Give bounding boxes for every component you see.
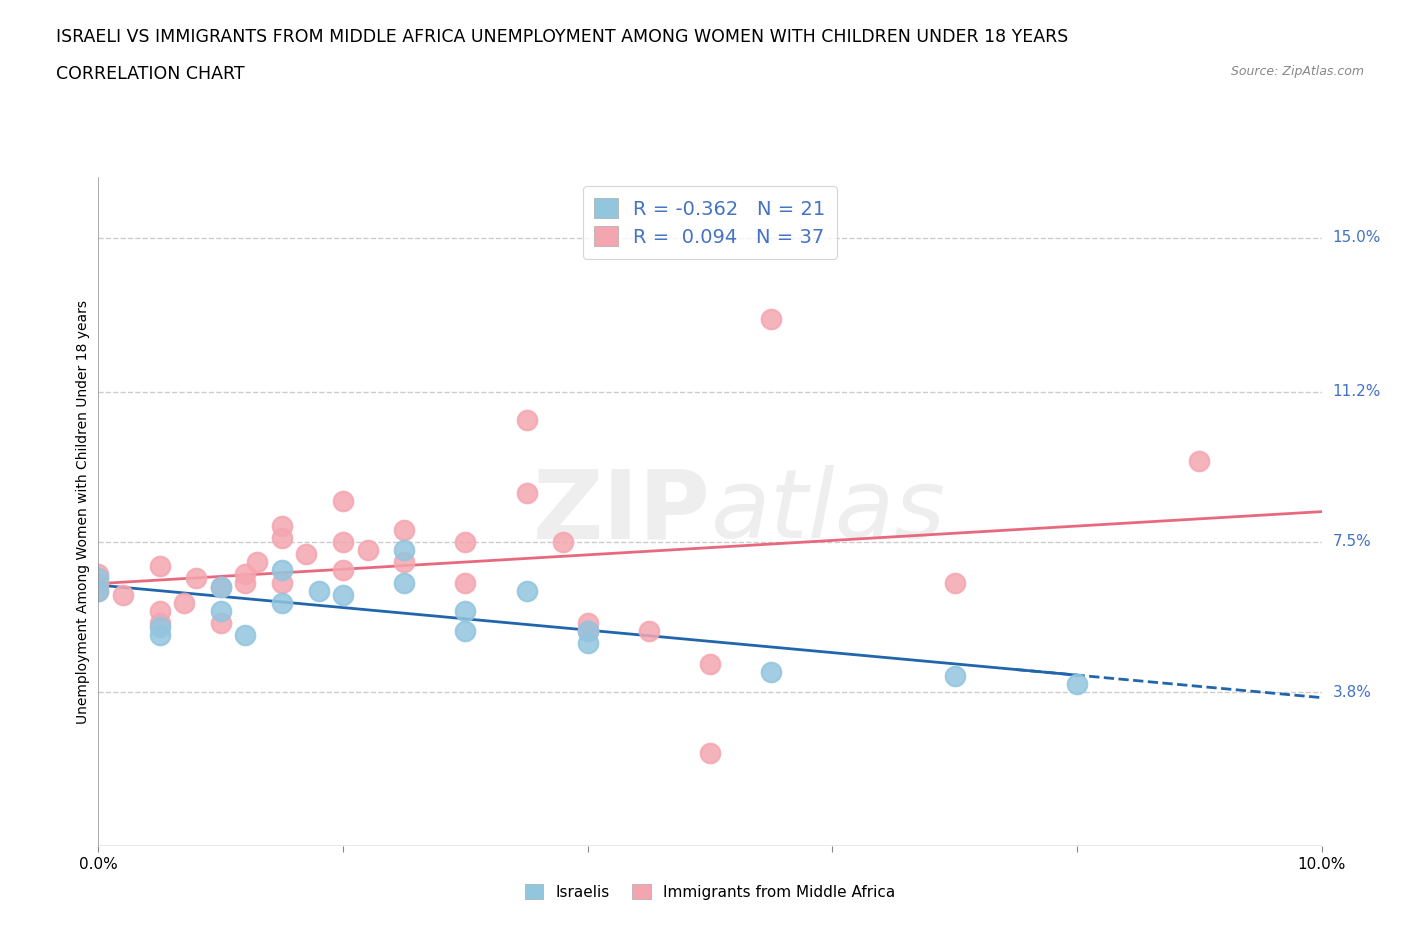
Point <box>454 604 477 618</box>
Point <box>392 542 416 557</box>
Point <box>943 575 966 590</box>
Point <box>246 555 269 570</box>
Text: 7.5%: 7.5% <box>1333 535 1371 550</box>
Point <box>270 518 292 533</box>
Point <box>149 628 172 643</box>
Point <box>699 746 721 761</box>
Point <box>270 563 292 578</box>
Point <box>233 628 256 643</box>
Legend: Israelis, Immigrants from Middle Africa: Israelis, Immigrants from Middle Africa <box>519 877 901 906</box>
Point <box>699 657 721 671</box>
Point <box>233 575 256 590</box>
Point <box>295 547 318 562</box>
Point <box>356 542 378 557</box>
Point <box>454 535 477 550</box>
Point <box>149 604 172 618</box>
Text: ZIP: ZIP <box>531 465 710 558</box>
Text: Source: ZipAtlas.com: Source: ZipAtlas.com <box>1230 65 1364 78</box>
Point <box>332 494 354 509</box>
Point <box>87 575 110 590</box>
Point <box>233 567 256 582</box>
Point <box>209 604 232 618</box>
Point <box>87 571 110 586</box>
Point <box>759 664 782 679</box>
Point <box>111 587 134 602</box>
Point <box>1066 676 1088 691</box>
Point <box>516 485 538 500</box>
Point <box>186 571 208 586</box>
Text: atlas: atlas <box>710 465 945 558</box>
Point <box>392 555 416 570</box>
Point <box>87 583 110 598</box>
Point <box>149 616 172 631</box>
Point <box>392 575 416 590</box>
Point <box>87 567 110 582</box>
Point <box>454 624 477 639</box>
Point <box>270 530 292 545</box>
Point <box>332 587 354 602</box>
Point <box>209 579 232 594</box>
Point <box>270 575 292 590</box>
Point <box>149 559 172 574</box>
Point <box>308 583 330 598</box>
Point <box>392 523 416 538</box>
Point <box>332 535 354 550</box>
Point <box>173 595 195 610</box>
Point <box>1188 453 1211 468</box>
Point <box>516 413 538 428</box>
Text: 11.2%: 11.2% <box>1333 384 1381 399</box>
Text: 3.8%: 3.8% <box>1333 684 1372 699</box>
Text: CORRELATION CHART: CORRELATION CHART <box>56 65 245 83</box>
Y-axis label: Unemployment Among Women with Children Under 18 years: Unemployment Among Women with Children U… <box>76 299 90 724</box>
Point <box>637 624 661 639</box>
Text: ISRAELI VS IMMIGRANTS FROM MIDDLE AFRICA UNEMPLOYMENT AMONG WOMEN WITH CHILDREN : ISRAELI VS IMMIGRANTS FROM MIDDLE AFRICA… <box>56 28 1069 46</box>
Point <box>576 616 599 631</box>
Text: 15.0%: 15.0% <box>1333 230 1381 246</box>
Point <box>576 636 599 651</box>
Point <box>553 535 575 550</box>
Point <box>516 583 538 598</box>
Point <box>149 619 172 634</box>
Point <box>576 624 599 639</box>
Point <box>943 669 966 684</box>
Point <box>270 595 292 610</box>
Point <box>209 616 232 631</box>
Point <box>209 579 232 594</box>
Point <box>454 575 477 590</box>
Point <box>332 563 354 578</box>
Point <box>759 312 782 326</box>
Point <box>576 624 599 639</box>
Point <box>87 583 110 598</box>
